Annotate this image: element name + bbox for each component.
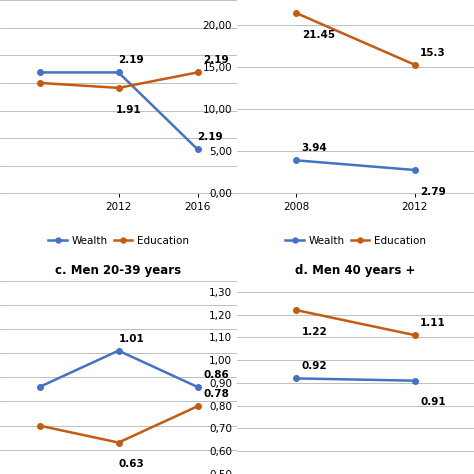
Line: Wealth: Wealth (293, 375, 418, 383)
Education (195, 70, 201, 75)
Education (195, 403, 201, 409)
Wealth (36, 384, 42, 390)
Line: Education: Education (36, 70, 201, 91)
Wealth (195, 384, 201, 390)
Wealth (412, 378, 418, 383)
Text: 1.11: 1.11 (420, 318, 446, 328)
Text: 0.92: 0.92 (302, 362, 328, 372)
Education (116, 440, 121, 446)
Education (116, 85, 121, 91)
Text: 0.91: 0.91 (420, 397, 446, 407)
Line: Wealth: Wealth (36, 70, 201, 152)
Education (36, 423, 42, 428)
Text: 15.3: 15.3 (420, 48, 446, 58)
Line: Wealth: Wealth (293, 157, 418, 173)
Line: Education: Education (293, 307, 418, 338)
Wealth (116, 348, 121, 354)
Text: 2.19: 2.19 (203, 55, 228, 65)
Legend: Wealth, Education: Wealth, Education (44, 232, 193, 250)
Text: 0.63: 0.63 (118, 459, 144, 469)
Line: Wealth: Wealth (36, 348, 201, 390)
Education (293, 10, 299, 16)
Text: 2.79: 2.79 (420, 187, 446, 197)
Text: 2.19: 2.19 (118, 55, 144, 65)
Line: Education: Education (36, 403, 201, 446)
Education (293, 307, 299, 313)
Wealth (293, 157, 299, 163)
Text: 1.22: 1.22 (302, 327, 328, 337)
Title: d. Men 40 years +: d. Men 40 years + (295, 264, 416, 277)
Text: 0.86: 0.86 (203, 370, 229, 380)
Text: 0.78: 0.78 (203, 389, 229, 399)
Text: 1.91: 1.91 (116, 105, 141, 115)
Wealth (293, 375, 299, 381)
Wealth (36, 70, 42, 75)
Text: 21.45: 21.45 (302, 30, 335, 40)
Text: 3.94: 3.94 (302, 143, 328, 154)
Education (412, 62, 418, 68)
Wealth (195, 146, 201, 152)
Title: c. Men 20-39 years: c. Men 20-39 years (55, 264, 182, 277)
Legend: Wealth, Education: Wealth, Education (281, 232, 430, 250)
Wealth (412, 167, 418, 173)
Text: 2.19: 2.19 (198, 132, 223, 142)
Education (36, 80, 42, 86)
Line: Education: Education (293, 10, 418, 68)
Text: 1.01: 1.01 (118, 334, 144, 344)
Education (412, 332, 418, 338)
Wealth (116, 70, 121, 75)
